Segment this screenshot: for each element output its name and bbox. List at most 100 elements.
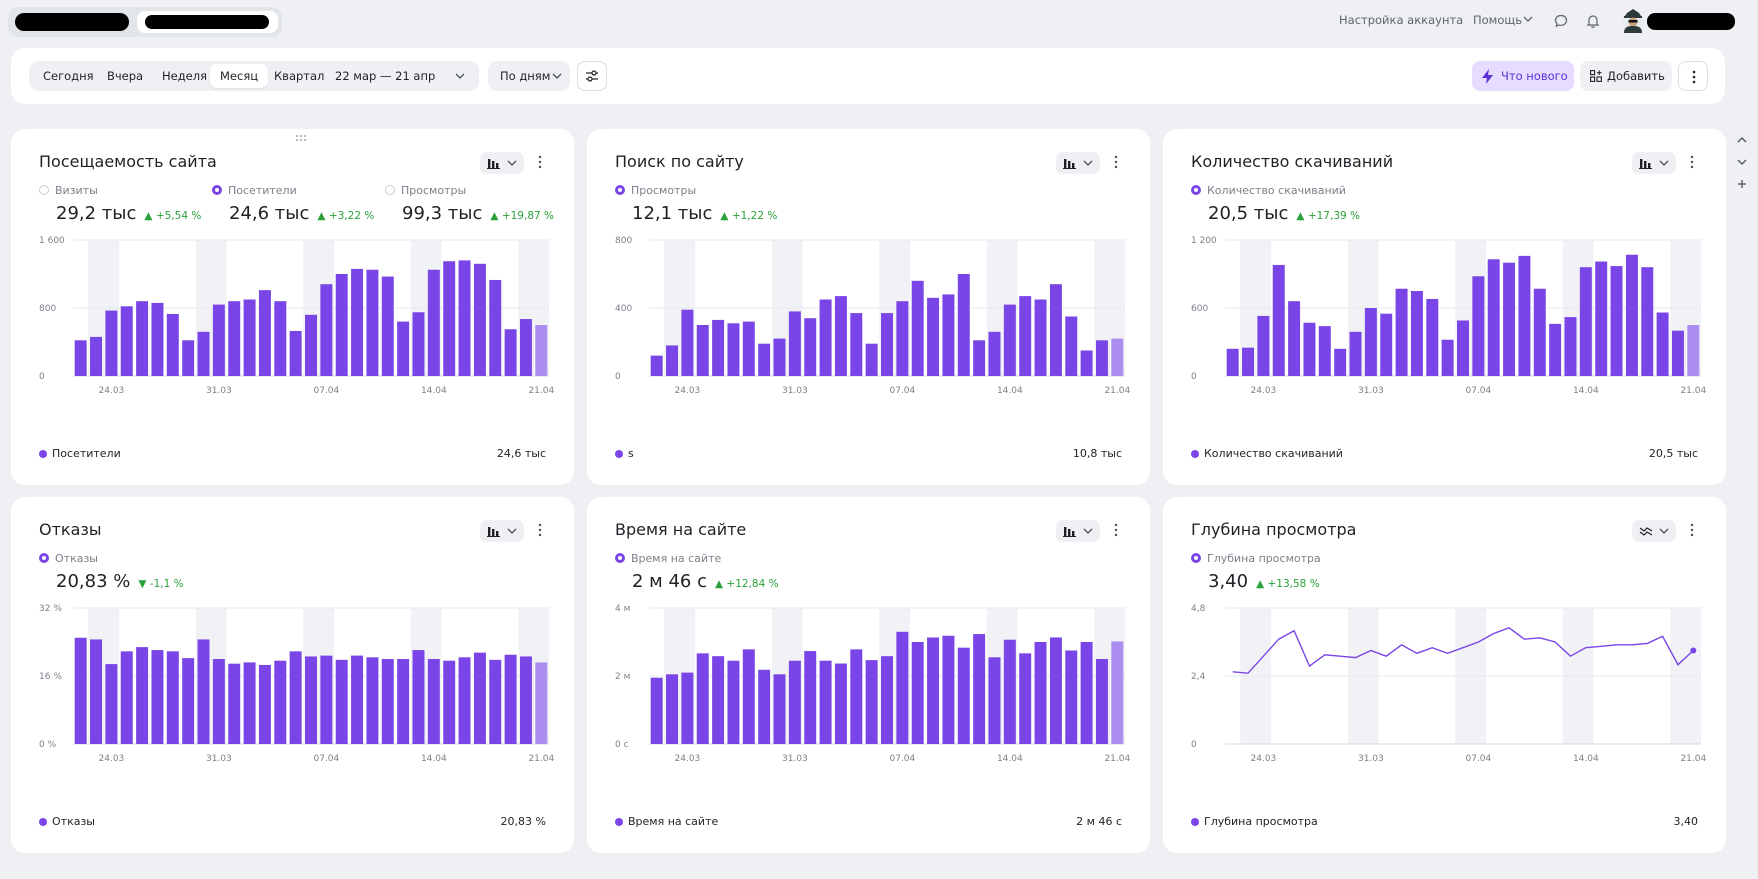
- bar[interactable]: [443, 261, 456, 376]
- add-widget-button[interactable]: Добавить: [1580, 61, 1672, 91]
- metric-radio[interactable]: [212, 185, 222, 195]
- bar[interactable]: [1503, 262, 1516, 376]
- kebab-icon[interactable]: [538, 155, 542, 169]
- bar[interactable]: [1034, 299, 1047, 377]
- bar[interactable]: [666, 345, 679, 376]
- bar[interactable]: [473, 263, 486, 376]
- bar[interactable]: [865, 343, 878, 376]
- metric-selector[interactable]: Глубина просмотра 3,40 ▲ +13,58 %: [1191, 551, 1321, 592]
- metric-selector[interactable]: Просмотры 99,3 тыс ▲ +19,87 %: [385, 183, 554, 224]
- metric-radio[interactable]: [1191, 185, 1201, 195]
- bar[interactable]: [712, 656, 725, 744]
- bar[interactable]: [896, 301, 909, 376]
- bar[interactable]: [988, 331, 1001, 376]
- bar[interactable]: [151, 650, 164, 744]
- bar[interactable]: [519, 319, 532, 376]
- bar[interactable]: [712, 319, 725, 376]
- bar[interactable]: [1395, 288, 1408, 376]
- bar[interactable]: [1049, 637, 1062, 744]
- metric-radio[interactable]: [615, 185, 625, 195]
- bar[interactable]: [90, 336, 103, 376]
- bar[interactable]: [351, 655, 364, 744]
- metric-selector[interactable]: Отказы 20,83 % ▼ -1,1 %: [39, 551, 184, 592]
- filters-button[interactable]: [577, 61, 607, 91]
- bar[interactable]: [90, 639, 103, 744]
- bar[interactable]: [988, 657, 1001, 744]
- bar[interactable]: [427, 659, 440, 744]
- bar[interactable]: [182, 340, 195, 376]
- bar[interactable]: [274, 301, 287, 376]
- bar[interactable]: [1288, 301, 1301, 376]
- bar[interactable]: [942, 635, 955, 744]
- bar[interactable]: [1242, 347, 1255, 376]
- bar[interactable]: [788, 660, 801, 744]
- bar[interactable]: [973, 634, 986, 744]
- bar[interactable]: [351, 268, 364, 376]
- bar[interactable]: [957, 274, 970, 376]
- bar[interactable]: [412, 650, 425, 744]
- metric-selector[interactable]: Просмотры 12,1 тыс ▲ +1,22 %: [615, 183, 777, 224]
- chart-type-button[interactable]: [1632, 520, 1676, 542]
- metric-selector[interactable]: Визиты 29,2 тыс ▲ +5,54 %: [39, 183, 201, 224]
- bar[interactable]: [274, 660, 287, 744]
- bar[interactable]: [1111, 641, 1124, 744]
- bar[interactable]: [834, 663, 847, 744]
- bar[interactable]: [1019, 653, 1032, 744]
- bar[interactable]: [1364, 308, 1377, 376]
- bar[interactable]: [74, 340, 87, 376]
- bar[interactable]: [458, 260, 471, 376]
- chart-type-button[interactable]: [1632, 152, 1676, 174]
- bar[interactable]: [1080, 642, 1093, 744]
- bar[interactable]: [1111, 338, 1124, 376]
- bar[interactable]: [535, 325, 548, 376]
- chevron-down-icon[interactable]: [1522, 14, 1534, 24]
- bar[interactable]: [1564, 317, 1577, 376]
- bar[interactable]: [927, 297, 940, 376]
- bar[interactable]: [1080, 350, 1093, 377]
- bar[interactable]: [1518, 255, 1531, 376]
- bar[interactable]: [1671, 330, 1684, 376]
- bar[interactable]: [166, 651, 179, 744]
- bar[interactable]: [228, 663, 241, 744]
- bar[interactable]: [911, 642, 924, 744]
- kebab-icon[interactable]: [1690, 155, 1694, 169]
- period-month-button[interactable]: Месяц: [210, 64, 269, 88]
- bar[interactable]: [473, 652, 486, 744]
- bar[interactable]: [1303, 322, 1316, 376]
- period-yesterday-button[interactable]: Вчера: [107, 69, 144, 83]
- bar[interactable]: [105, 310, 118, 376]
- bar[interactable]: [519, 656, 532, 744]
- bar[interactable]: [727, 660, 740, 744]
- metric-radio[interactable]: [615, 553, 625, 563]
- period-week-button[interactable]: Неделя: [162, 69, 208, 83]
- bar[interactable]: [136, 301, 149, 376]
- chat-icon[interactable]: [1553, 13, 1569, 29]
- bar[interactable]: [212, 304, 225, 376]
- bar[interactable]: [258, 664, 271, 744]
- bar[interactable]: [1533, 288, 1546, 376]
- redacted-project-name[interactable]: [15, 13, 129, 31]
- bar[interactable]: [504, 329, 517, 376]
- bell-icon[interactable]: [1585, 13, 1601, 29]
- bar[interactable]: [911, 280, 924, 376]
- bar[interactable]: [305, 314, 317, 376]
- more-actions-button[interactable]: [1678, 61, 1708, 91]
- bar[interactable]: [136, 647, 149, 744]
- bar[interactable]: [773, 338, 786, 376]
- chart-type-button[interactable]: [480, 520, 524, 542]
- chevron-up-icon[interactable]: [1733, 130, 1751, 150]
- bar[interactable]: [666, 674, 679, 744]
- bar[interactable]: [166, 313, 179, 376]
- bar[interactable]: [1487, 259, 1500, 376]
- bar[interactable]: [1349, 331, 1362, 376]
- account-settings-link[interactable]: Настройка аккаунта: [1339, 13, 1464, 27]
- drag-handle-icon[interactable]: [295, 134, 307, 142]
- bar[interactable]: [758, 669, 771, 744]
- bar[interactable]: [1049, 284, 1062, 376]
- bar[interactable]: [681, 672, 694, 744]
- bar[interactable]: [758, 343, 771, 376]
- bar[interactable]: [865, 660, 878, 744]
- bar[interactable]: [366, 269, 379, 376]
- bar[interactable]: [397, 321, 410, 376]
- metric-radio[interactable]: [385, 185, 395, 195]
